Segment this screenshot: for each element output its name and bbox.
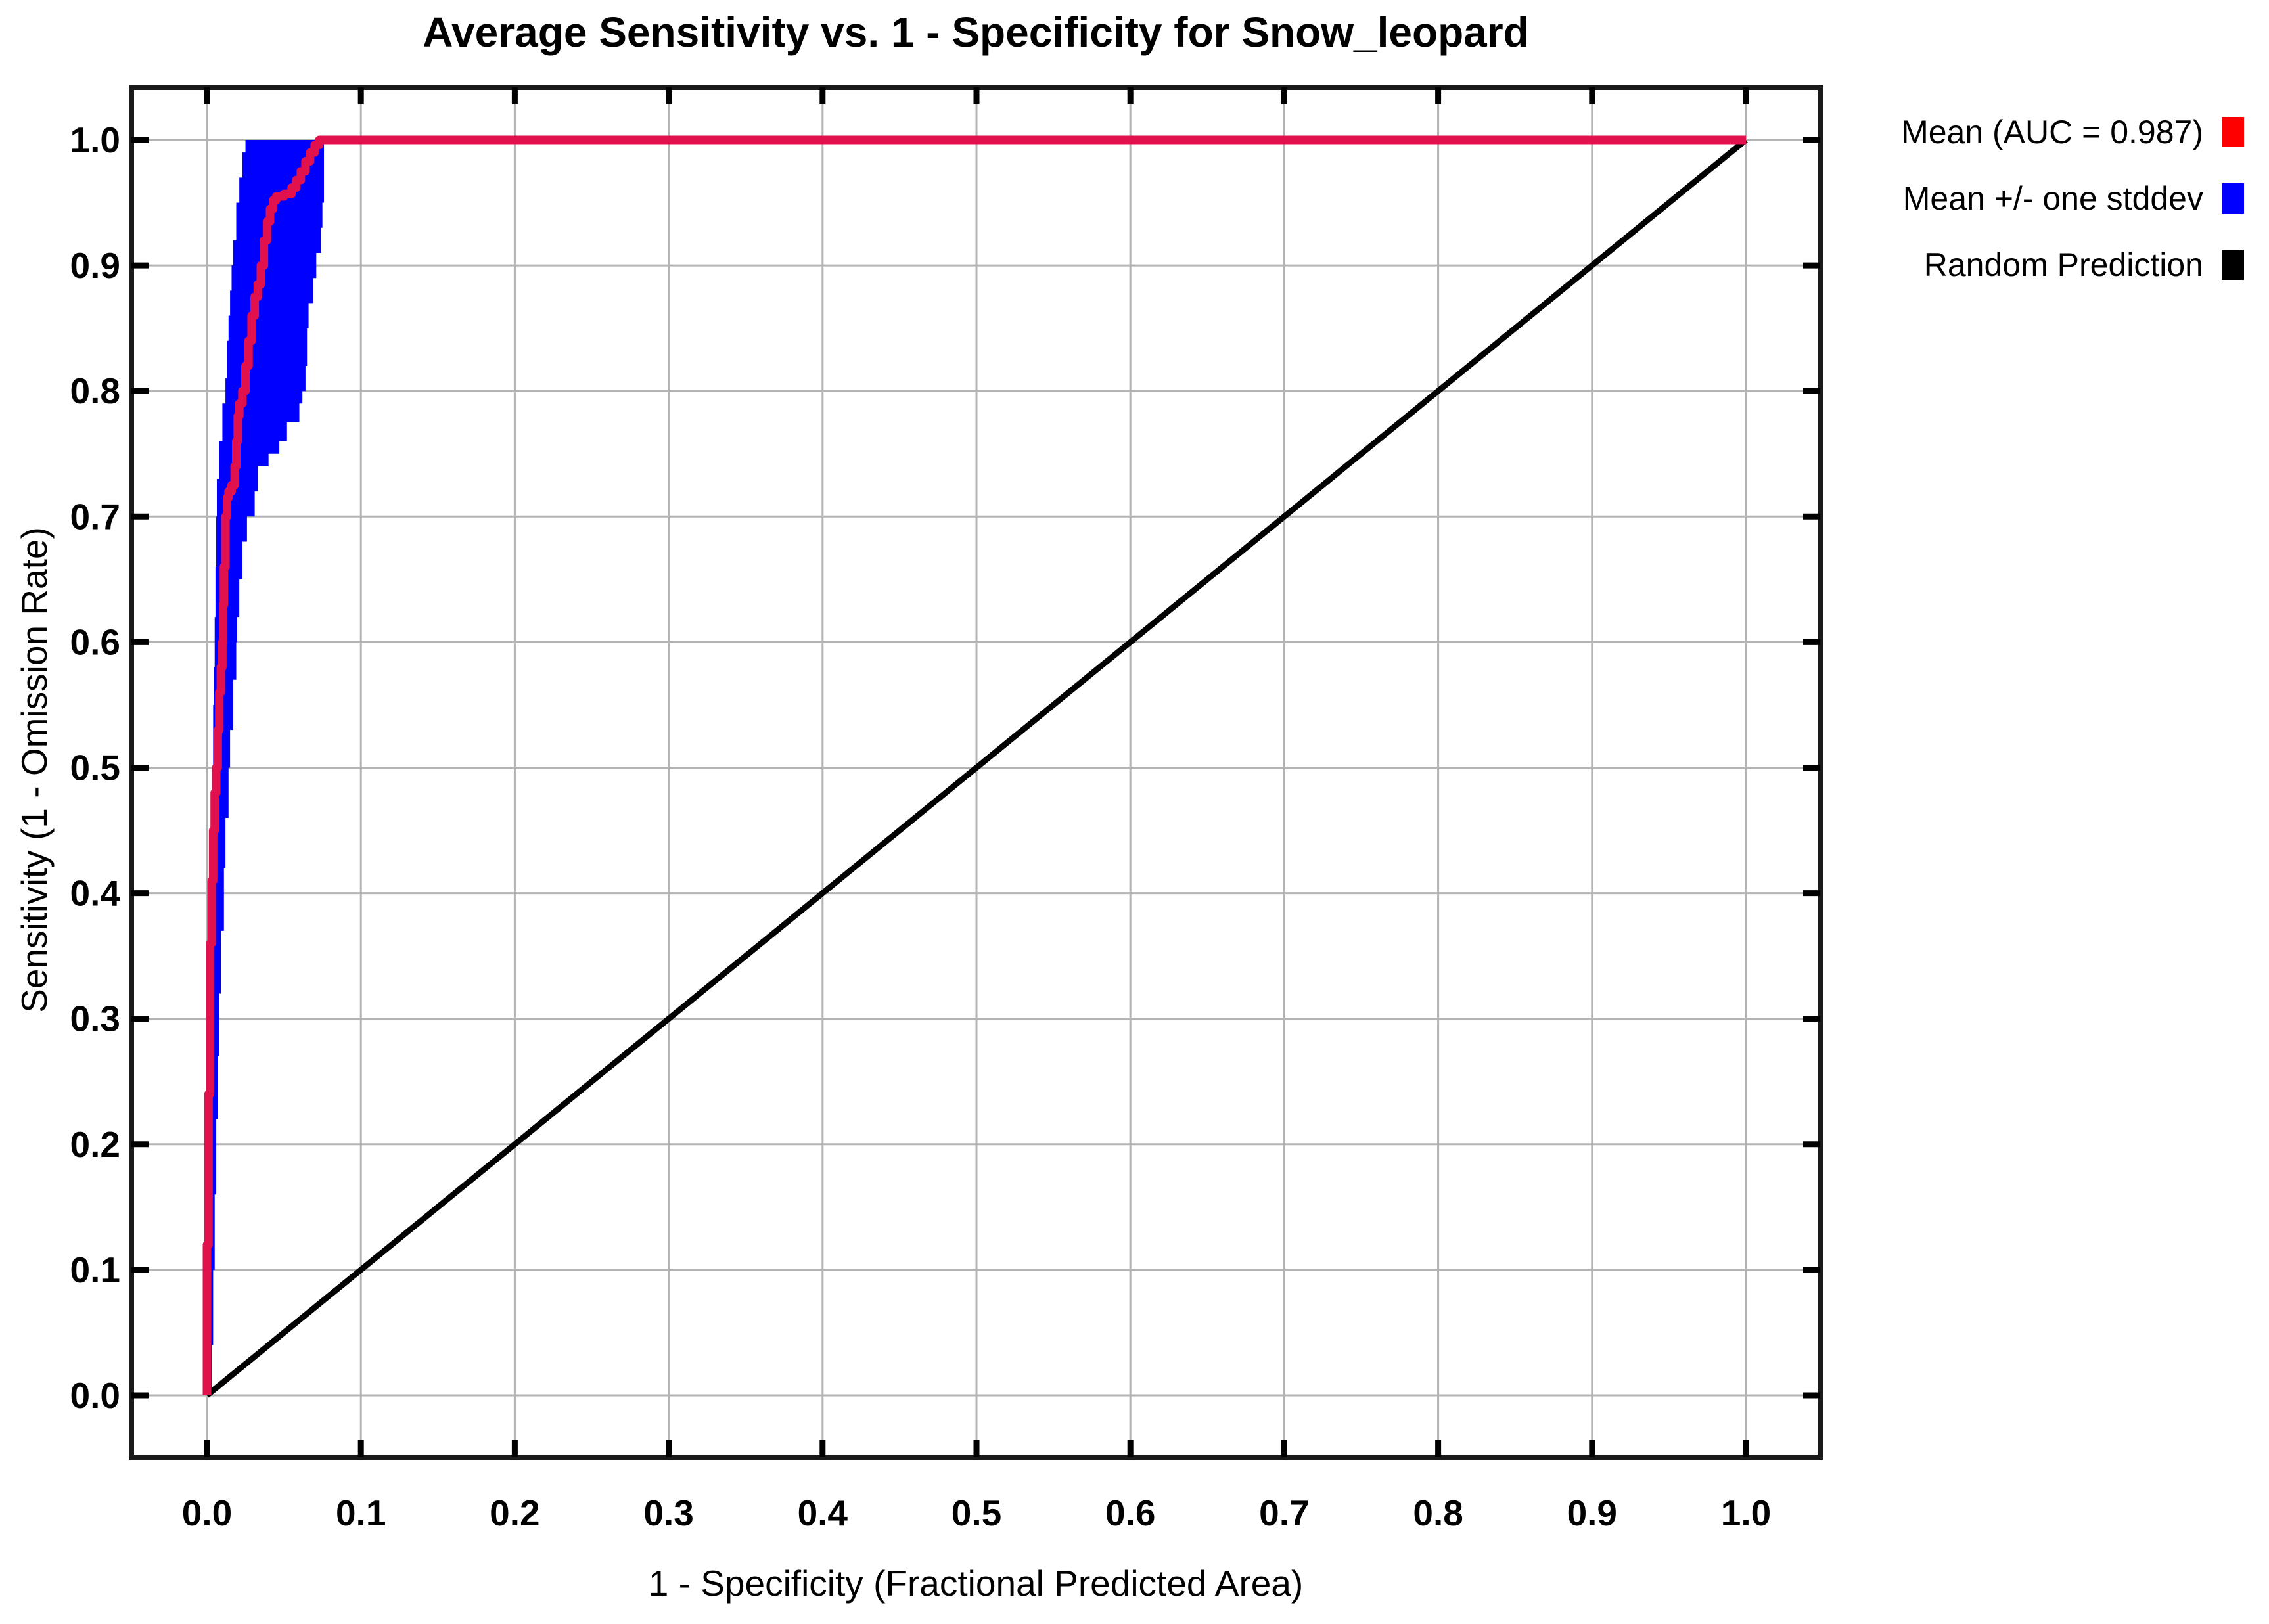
x-axis-label: 1 - Specificity (Fractional Predicted Ar… — [648, 1563, 1304, 1604]
legend-item-random: Random Prediction — [1924, 231, 2244, 298]
legend-swatch-random-icon — [2222, 249, 2244, 280]
chart-title: Average Sensitivity vs. 1 - Specificity … — [423, 9, 1529, 56]
x-tick-label: 1.0 — [1721, 1493, 1771, 1533]
y-tick-label: 0.6 — [70, 621, 120, 662]
x-tick-label: 0.0 — [182, 1493, 232, 1533]
y-tick-label: 1.0 — [70, 120, 120, 160]
y-tick-label: 0.9 — [70, 245, 120, 286]
legend-label-mean: Mean (AUC = 0.987) — [1901, 113, 2203, 150]
y-tick-label: 0.2 — [70, 1124, 120, 1165]
x-tick-label: 0.1 — [336, 1493, 386, 1533]
mean-curve-path — [202, 135, 1746, 1395]
y-tick-label: 0.4 — [70, 873, 121, 914]
x-tick-label: 0.6 — [1105, 1493, 1155, 1533]
y-tick-label: 0.8 — [70, 371, 120, 411]
x-tick-label: 0.8 — [1413, 1493, 1463, 1533]
legend-swatch-stddev-icon — [2222, 183, 2244, 214]
y-axis-label: Sensitivity (1 - Omission Rate) — [14, 527, 55, 1013]
y-tick-label: 0.5 — [70, 748, 120, 788]
y-tick-label: 0.3 — [70, 999, 120, 1039]
legend-label-random: Random Prediction — [1923, 246, 2203, 283]
legend-item-mean: Mean (AUC = 0.987) — [1901, 99, 2244, 165]
x-tick-label: 0.7 — [1259, 1493, 1309, 1533]
legend-label-stddev: Mean +/- one stddev — [1902, 179, 2203, 217]
x-tick-label: 0.9 — [1567, 1493, 1617, 1533]
legend-swatch-mean-icon — [2222, 116, 2244, 147]
x-tick-label: 0.2 — [490, 1493, 539, 1533]
x-tick-label: 0.4 — [798, 1493, 848, 1533]
x-tick-label: 0.3 — [643, 1493, 693, 1533]
legend: Mean (AUC = 0.987) Mean +/- one stddev R… — [1901, 99, 2244, 298]
y-tick-label: 0.1 — [70, 1250, 120, 1290]
y-tick-label: 0.7 — [70, 496, 120, 537]
x-tick-label: 0.5 — [951, 1493, 1001, 1533]
legend-item-stddev: Mean +/- one stddev — [1903, 165, 2244, 231]
y-tick-label: 0.0 — [70, 1375, 120, 1416]
random-prediction-path — [205, 137, 1748, 1398]
